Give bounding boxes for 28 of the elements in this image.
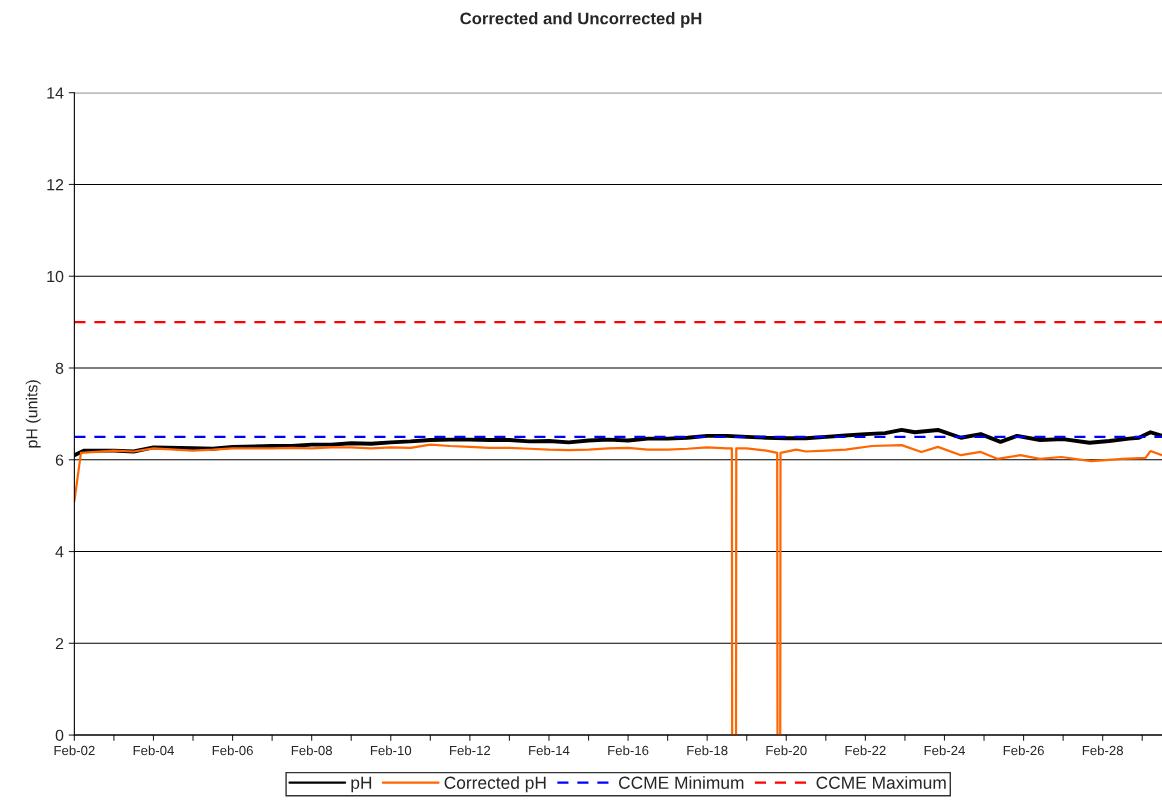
x-tick-label: Feb-16 — [608, 745, 649, 756]
y-axis-title: pH (units) — [25, 380, 41, 448]
x-tick-label: Feb-18 — [687, 745, 728, 756]
x-tick-label: Feb-14 — [529, 745, 570, 756]
x-tick-label: Feb-12 — [450, 745, 491, 756]
x-tick-label: Feb-08 — [291, 745, 332, 756]
y-tick-label: 14 — [47, 87, 64, 99]
x-tick-label: Feb-20 — [766, 745, 807, 756]
x-tick-label: Feb-06 — [212, 745, 253, 756]
x-tick-label: Feb-02 — [54, 745, 95, 756]
y-tick-label: 6 — [55, 454, 64, 466]
x-tick-label: Feb-10 — [370, 745, 412, 756]
legend-label: CCME Maximum — [816, 776, 946, 789]
y-tick-label: 10 — [47, 270, 64, 283]
x-tick-label: Feb-26 — [1003, 745, 1044, 756]
legend-label: CCME Minimum — [618, 776, 744, 789]
x-tick-label: Feb-28 — [1082, 745, 1124, 756]
legend-label: pH — [351, 776, 372, 793]
x-tick-label: Feb-24 — [924, 745, 965, 756]
legend-label: Corrected pH — [444, 776, 546, 793]
chart-title: Corrected and Uncorrected pH — [460, 12, 702, 28]
y-tick-label: 0 — [55, 729, 64, 742]
y-tick-label: 8 — [55, 362, 64, 374]
y-tick-label: 4 — [55, 546, 64, 558]
y-tick-label: 12 — [47, 179, 64, 191]
x-tick-label: Feb-04 — [133, 745, 174, 756]
x-tick-label: Feb-22 — [845, 745, 886, 756]
y-tick-label: 2 — [55, 637, 64, 650]
